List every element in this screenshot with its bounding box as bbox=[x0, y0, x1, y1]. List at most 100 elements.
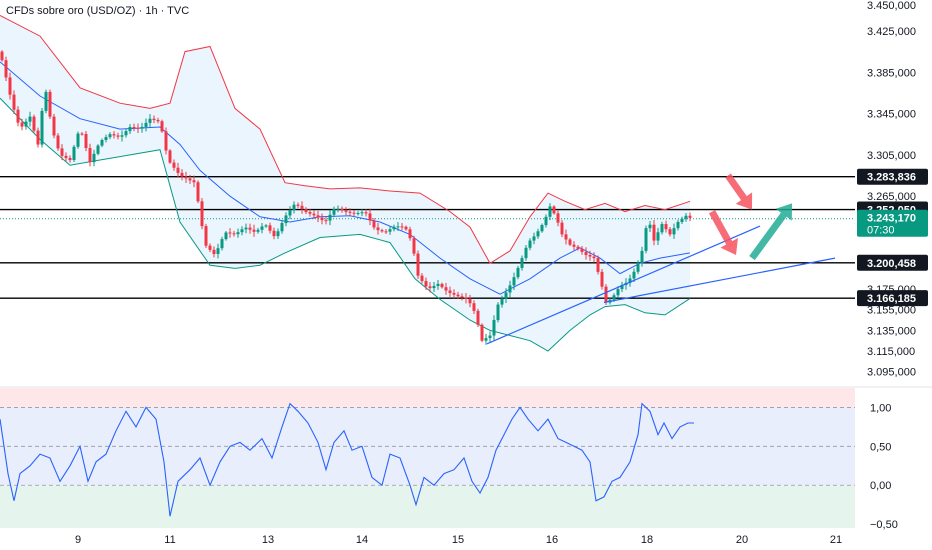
candle-body bbox=[188, 178, 192, 181]
candle-body bbox=[544, 216, 548, 226]
candle-body bbox=[64, 155, 68, 158]
candle-body bbox=[636, 262, 640, 272]
candle-body bbox=[240, 229, 244, 233]
chart-title: CFDs sobre oro (USD/OZ) · 1h · TVC bbox=[6, 5, 190, 17]
price-axis[interactable]: 3.450,000 3.425,000 3.385,000 3.345,000 3.30… bbox=[857, 0, 928, 379]
candle-body bbox=[128, 126, 132, 132]
candle-body bbox=[668, 229, 672, 235]
level-price-label: 3.200,458 bbox=[867, 258, 916, 270]
level-price-label: 3.283,836 bbox=[867, 172, 916, 184]
price-tick-label: 3.265,000 bbox=[867, 191, 916, 203]
candle-body bbox=[24, 121, 28, 127]
candle-body bbox=[472, 303, 476, 311]
candle-body bbox=[552, 206, 556, 214]
candle-body bbox=[360, 212, 364, 214]
candle-body bbox=[60, 148, 64, 156]
candle-body bbox=[564, 234, 568, 240]
price-tick-label: 3.155,000 bbox=[867, 305, 916, 317]
candle-body bbox=[16, 109, 20, 123]
price-tick-label: 3.115,000 bbox=[867, 346, 915, 358]
candle-body bbox=[296, 204, 300, 206]
rsi-line bbox=[0, 402, 694, 517]
candle-body bbox=[216, 248, 220, 254]
candle-body bbox=[664, 224, 668, 230]
bollinger-lines bbox=[0, 15, 691, 352]
candle-body bbox=[220, 239, 224, 249]
candle-body bbox=[116, 135, 120, 137]
candle-body bbox=[340, 208, 344, 211]
time-tick-label: 18 bbox=[641, 534, 653, 546]
candle-body bbox=[524, 247, 528, 259]
candle-body bbox=[300, 205, 304, 210]
candle-body bbox=[256, 229, 260, 232]
candle-body bbox=[124, 131, 128, 136]
rsi-tick-label: 1,00 bbox=[870, 402, 891, 414]
candle-body bbox=[76, 133, 80, 147]
price-tick-label: 3.425,000 bbox=[867, 26, 916, 38]
horizontal-levels bbox=[0, 176, 855, 299]
candle-body bbox=[316, 215, 320, 218]
candle-body bbox=[260, 226, 264, 230]
candle-body bbox=[92, 153, 96, 163]
candle-body bbox=[432, 285, 436, 289]
candle-body bbox=[412, 238, 416, 254]
time-tick-label: 9 bbox=[75, 534, 81, 546]
candle-body bbox=[456, 294, 460, 297]
candle-body bbox=[356, 213, 360, 215]
candle-body bbox=[532, 236, 536, 241]
candle-body bbox=[108, 134, 112, 138]
candle-body bbox=[180, 172, 184, 177]
candle-body bbox=[272, 230, 276, 237]
time-tick-label: 21 bbox=[830, 534, 842, 546]
arrow-red bbox=[708, 209, 738, 256]
level-price-label: 3.166,185 bbox=[867, 293, 916, 305]
candle-body bbox=[372, 220, 376, 228]
candle-body bbox=[36, 130, 40, 145]
candle-body bbox=[172, 162, 176, 168]
candle-body bbox=[688, 215, 692, 218]
candle-body bbox=[676, 221, 680, 229]
arrow-shape bbox=[749, 203, 793, 261]
candle-body bbox=[288, 210, 292, 216]
candle-body bbox=[616, 289, 620, 296]
candle-body bbox=[628, 278, 632, 283]
candle-body bbox=[392, 226, 396, 230]
candle-body bbox=[448, 290, 452, 294]
candle-body bbox=[388, 229, 392, 232]
candle-body bbox=[40, 110, 44, 145]
current-price-label: 3.243,170 bbox=[867, 213, 916, 225]
candle-body bbox=[204, 226, 208, 246]
candle-body bbox=[100, 139, 104, 146]
candle-body bbox=[600, 271, 604, 287]
candle-body bbox=[304, 209, 308, 213]
candle-body bbox=[324, 220, 328, 222]
time-axis[interactable]: 9 11 13 14 15 16 18 20 21 bbox=[75, 534, 842, 546]
candle-body bbox=[620, 284, 624, 290]
time-tick-label: 14 bbox=[356, 534, 368, 546]
candle-body bbox=[536, 231, 540, 237]
candle-body bbox=[248, 227, 252, 230]
arrow-shape bbox=[708, 209, 738, 256]
current-price-tag bbox=[857, 209, 928, 237]
trendline bbox=[486, 225, 761, 345]
level-price-tag bbox=[857, 168, 928, 185]
candle-body bbox=[364, 212, 368, 214]
bar-countdown: 07:30 bbox=[867, 225, 895, 237]
candle-body bbox=[384, 231, 388, 233]
time-tick-label: 16 bbox=[546, 534, 558, 546]
candle-body bbox=[212, 249, 216, 254]
arrow-red bbox=[725, 173, 753, 210]
rsi-tick-label: 0,00 bbox=[870, 480, 891, 492]
candle-body bbox=[640, 250, 644, 263]
candle-body bbox=[408, 229, 412, 239]
time-tick-label: 20 bbox=[736, 534, 748, 546]
candle-body bbox=[460, 296, 464, 298]
candle-body bbox=[336, 208, 340, 210]
candle-body bbox=[228, 232, 232, 234]
arrow-shape bbox=[725, 173, 753, 210]
candle-body bbox=[88, 148, 92, 163]
rsi-oversold-zone bbox=[0, 485, 855, 528]
candle-body bbox=[660, 224, 664, 233]
candle-body bbox=[68, 157, 72, 161]
